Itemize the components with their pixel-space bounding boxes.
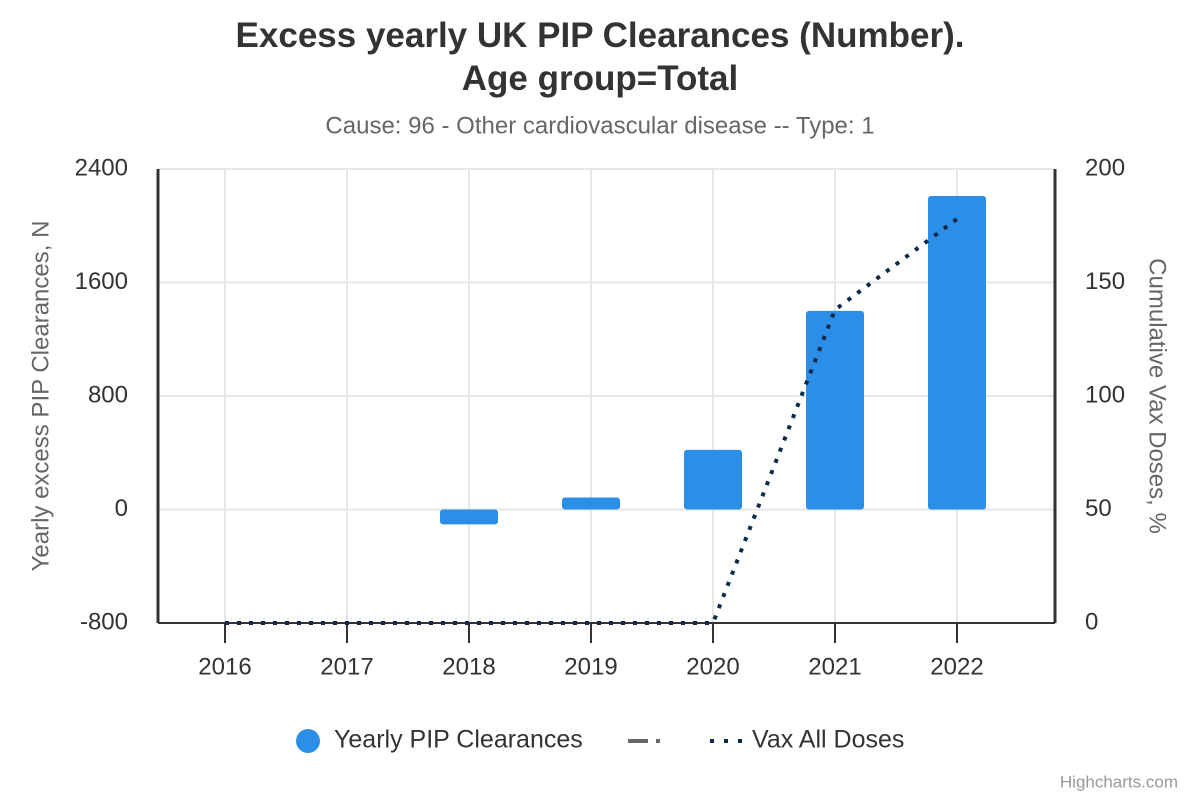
bar <box>562 497 620 510</box>
y2-tick-label: 50 <box>1085 495 1112 522</box>
legend-symbol <box>296 729 320 753</box>
x-tick-label: 2022 <box>930 653 983 680</box>
y2-tick-label: 0 <box>1085 608 1098 635</box>
y-tick-label: 1600 <box>75 268 128 295</box>
credits: Highcharts.com <box>1060 772 1178 791</box>
chart-subtitle: Cause: 96 - Other cardiovascular disease… <box>325 112 874 139</box>
y2-axis-title: Cumulative Vax Doses, % <box>1144 258 1171 534</box>
bar <box>684 449 742 510</box>
bar <box>928 195 986 510</box>
bar <box>440 509 498 525</box>
x-tick-label: 2020 <box>686 653 739 680</box>
y-tick-label: 0 <box>115 495 128 522</box>
bar <box>806 310 864 510</box>
y-tick-label: -800 <box>80 608 128 635</box>
chart-title: Excess yearly UK PIP Clearances (Number)… <box>236 16 965 98</box>
legend-label: Vax All Doses <box>752 726 904 754</box>
y-axis-title: Yearly excess PIP Clearances, N <box>27 221 54 572</box>
x-tick-label: 2016 <box>198 653 251 680</box>
legend-label: Yearly PIP Clearances <box>334 726 583 754</box>
line <box>225 217 959 625</box>
x-tick-label: 2018 <box>442 653 495 680</box>
y2-tick-label: 100 <box>1085 381 1125 408</box>
y2-tick-label: 200 <box>1085 154 1125 181</box>
x-tick-label: 2017 <box>320 653 373 680</box>
x-tick-label: 2019 <box>564 653 617 680</box>
y-tick-label: 2400 <box>75 154 128 181</box>
y-tick-label: 800 <box>88 381 128 408</box>
y2-tick-label: 150 <box>1085 268 1125 295</box>
x-tick-label: 2021 <box>808 653 861 680</box>
